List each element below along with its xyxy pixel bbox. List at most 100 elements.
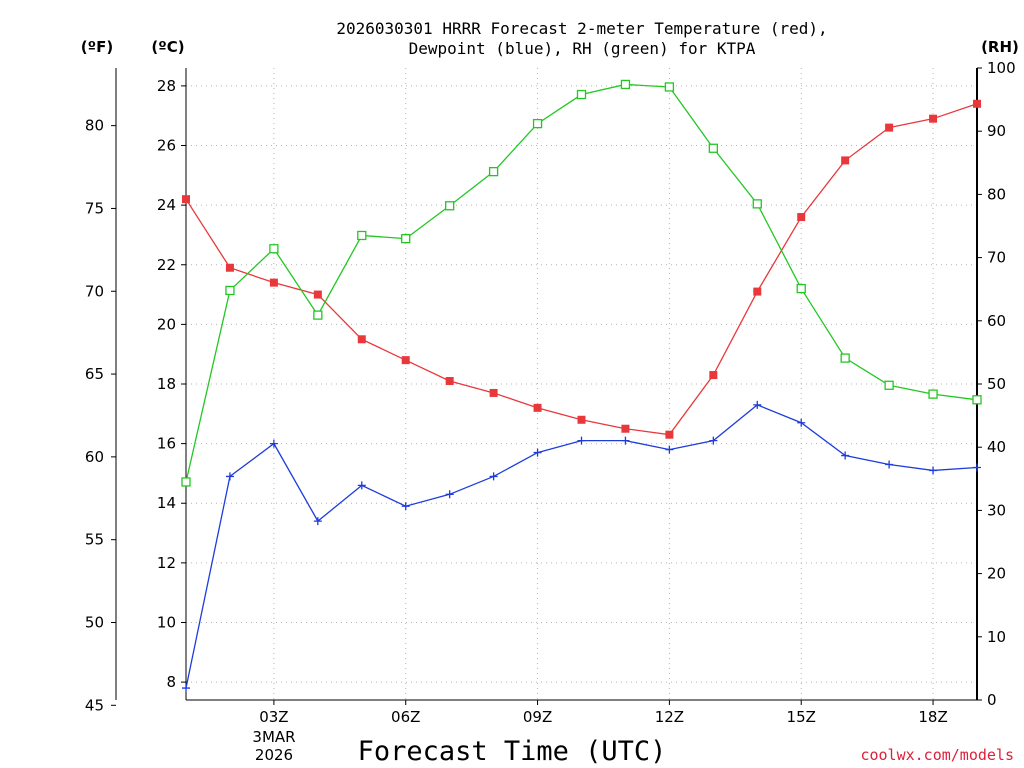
fahrenheit-tick-label: 45 [85,696,104,714]
fahrenheit-tick-label: 50 [85,613,104,631]
rh-tick-label: 60 [987,312,1006,330]
temperature-data-point [665,430,674,439]
rh-data-point [532,118,543,129]
rh-tick-label: 100 [987,59,1016,77]
rh-data-point [225,285,235,296]
rh-tick-label: 10 [987,628,1006,646]
dewpoint-series-line [185,404,978,689]
rh-data-point [884,380,894,390]
rh-data-point [488,166,499,177]
rh-data-point [972,395,982,405]
temperature-data-point [577,415,586,424]
dewpoint-data-point [753,400,762,409]
x-tick-label: 12Z [655,708,684,726]
fahrenheit-tick-label: 65 [85,365,104,383]
fahrenheit-tick-label: 75 [85,199,104,217]
x-tick-label: 09Z [523,708,552,726]
date-label-month: 3MAR [252,728,295,746]
dewpoint-data-point [973,463,981,472]
celsius-tick-label: 24 [157,196,176,214]
x-tick-label: 15Z [787,708,816,726]
temperature-data-point [841,156,850,165]
grid-layer [186,68,977,700]
dewpoint-data-point [269,439,278,448]
series-layer [181,79,982,693]
temperature-data-point [489,388,498,397]
temperature-data-point [885,123,894,132]
dewpoint-data-point [665,445,674,454]
rh-data-point [269,244,279,254]
temperature-data-point [753,287,762,296]
temperature-data-point [797,213,806,222]
x-tick-label: 18Z [918,708,947,726]
rh-data-point [620,79,631,90]
rh-data-point [313,310,323,320]
temperature-data-point [401,356,410,365]
dewpoint-data-point [445,490,454,499]
celsius-tick-label: 10 [157,613,176,631]
dewpoint-data-point [885,460,894,469]
celsius-tick-label: 20 [157,315,176,333]
celsius-axis-label: (ºC) [151,38,184,56]
dewpoint-data-point [313,517,322,526]
rh-tick-label: 50 [987,375,1006,393]
temperature-data-point [929,114,938,123]
celsius-tick-label: 8 [166,673,176,691]
rh-data-point [401,233,411,244]
axes-layer [111,67,982,706]
dewpoint-data-point [533,448,542,457]
celsius-tick-label: 28 [157,77,176,95]
temperature-data-point [313,290,322,299]
dewpoint-data-point [577,436,586,445]
rh-tick-label: 70 [987,249,1006,267]
celsius-tick-label: 26 [157,137,176,155]
dewpoint-data-point [357,481,366,490]
rh-tick-label: 0 [987,691,997,709]
tick-label-layer: 8 10 12 14 16 18 20 22 24 26 28 45 50 55 60 65 70 75 80 0 10… [85,59,1016,726]
celsius-tick-label: 14 [157,494,176,512]
rh-tick-label: 20 [987,565,1006,583]
rh-data-point [708,143,718,153]
x-tick-label: 03Z [259,708,288,726]
celsius-tick-label: 12 [157,554,176,572]
fahrenheit-axis-label: (ºF) [81,38,113,56]
chart-title-line2: Dewpoint (blue), RH (green) for KTPA [409,39,756,58]
rh-data-point [752,199,762,209]
temperature-data-point [182,195,190,204]
dewpoint-data-point [709,436,718,445]
rh-data-point [928,389,938,399]
rh-data-point [840,353,850,363]
rh-tick-label: 90 [987,122,1006,140]
temperature-data-point [709,371,718,380]
dewpoint-data-point [841,451,850,460]
rh-data-point [796,283,806,294]
rh-data-point [576,89,587,100]
fahrenheit-tick-label: 55 [85,531,104,549]
chart-title-line1: 2026030301 HRRR Forecast 2-meter Tempera… [336,19,827,38]
source-credit: coolwx.com/models [860,746,1014,764]
rh-data-point [664,82,675,92]
rh-tick-label: 80 [987,185,1006,203]
dewpoint-data-point [182,684,190,693]
fahrenheit-tick-label: 70 [85,282,104,300]
temperature-series-line [185,103,978,436]
rh-tick-label: 40 [987,438,1006,456]
x-tick-label: 06Z [391,708,420,726]
x-axis-title: Forecast Time (UTC) [358,736,667,767]
fahrenheit-tick-label: 60 [85,448,104,466]
celsius-tick-label: 22 [157,256,176,274]
dewpoint-data-point [225,472,234,481]
dewpoint-data-point [929,466,938,475]
rh-axis-label: (RH) [981,38,1019,56]
rh-data-point [357,230,367,241]
temperature-data-point [269,278,278,287]
dewpoint-data-point [401,502,410,511]
date-label-year: 2026 [255,746,293,764]
celsius-tick-label: 16 [157,435,176,453]
rh-data-point [181,477,191,487]
temperature-data-point [973,99,981,108]
celsius-tick-label: 18 [157,375,176,393]
temperature-data-point [357,335,366,344]
temperature-data-point [445,377,454,386]
